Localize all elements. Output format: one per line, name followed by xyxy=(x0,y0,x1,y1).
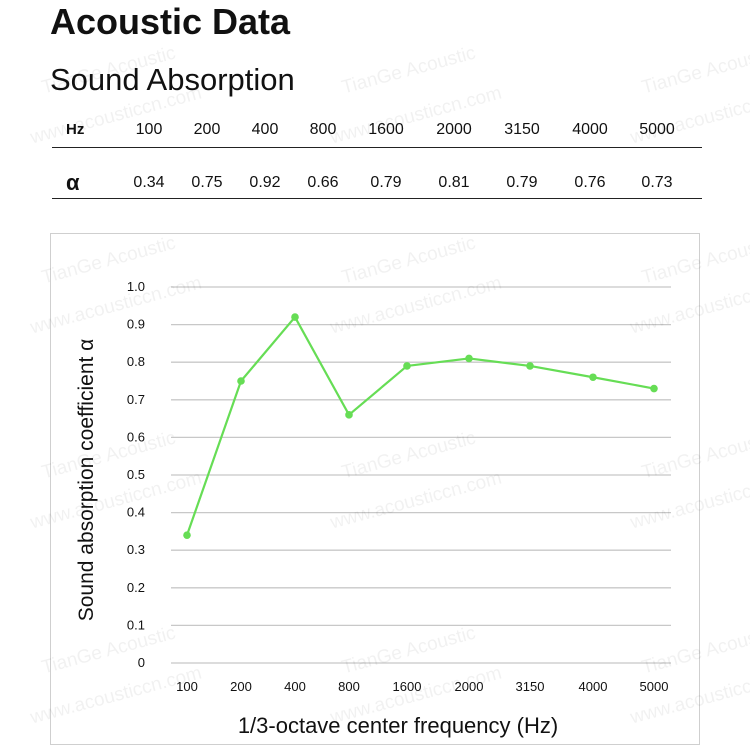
x-tick-label: 400 xyxy=(284,679,306,694)
absorption-table: Hz 100 200 400 800 1600 2000 3150 4000 5000 α 0.… xyxy=(52,110,702,200)
alpha-cell: 0.79 xyxy=(506,174,538,191)
alpha-row-label: α xyxy=(66,170,80,195)
alpha-row: α 0.34 0.75 0.92 0.66 0.79 0.81 0.79 0.76 0.73 xyxy=(52,163,702,203)
page-title: Acoustic Data xyxy=(50,1,291,42)
data-point xyxy=(345,411,353,419)
data-point xyxy=(526,362,534,370)
alpha-cell: 0.66 xyxy=(307,174,339,191)
frequency-row: Hz 100 200 400 800 1600 2000 3150 4000 5000 xyxy=(52,110,702,150)
chart-frame: 0 0.1 0.2 0.3 0.4 0.5 0.6 0.7 0.8 0.9 1.0 100 200 400… xyxy=(50,233,700,745)
alpha-cell: 0.79 xyxy=(370,174,402,191)
watermark-brand: TianGe Acoustic xyxy=(639,42,750,99)
watermark-brand: TianGe Acoustic xyxy=(339,42,478,99)
hz-cell: 3150 xyxy=(504,121,540,138)
alpha-cell: 0.73 xyxy=(641,174,673,191)
x-tick-label: 5000 xyxy=(640,679,669,694)
x-tick-label: 2000 xyxy=(455,679,484,694)
hz-cell: 5000 xyxy=(639,121,675,138)
alpha-cell: 0.81 xyxy=(438,174,470,191)
table-rule-top xyxy=(52,147,702,148)
y-tick-label: 0.5 xyxy=(127,467,145,482)
x-tick-label: 4000 xyxy=(579,679,608,694)
y-tick-label: 0.3 xyxy=(127,542,145,557)
y-tick-label: 0.9 xyxy=(127,317,145,332)
data-point xyxy=(291,313,299,321)
y-axis-title: Sound absorption coefficient α xyxy=(75,339,98,622)
data-point xyxy=(465,354,473,363)
x-tick-label: 100 xyxy=(176,679,198,694)
data-point xyxy=(650,384,658,393)
y-tick-label: 0.4 xyxy=(127,505,145,520)
hz-row-label: Hz xyxy=(66,121,85,138)
data-point xyxy=(403,362,411,370)
hz-cell: 2000 xyxy=(436,121,472,138)
y-tick-label: 0.8 xyxy=(127,354,145,369)
hz-cell: 800 xyxy=(309,121,337,138)
x-tick-label: 3150 xyxy=(516,679,545,694)
x-axis-title: 1/3-octave center frequency (Hz) xyxy=(238,713,558,738)
x-tick-label: 1600 xyxy=(393,679,422,694)
y-tick-label: 0 xyxy=(138,655,145,670)
alpha-cell: 0.34 xyxy=(133,174,165,191)
alpha-cell: 0.92 xyxy=(249,174,281,191)
hz-cell: 100 xyxy=(135,121,163,138)
hz-cell: 1600 xyxy=(368,121,404,138)
hz-cell: 400 xyxy=(251,121,279,138)
data-point xyxy=(589,373,597,382)
y-tick-label: 0.1 xyxy=(127,617,145,632)
y-tick-label: 0.6 xyxy=(127,429,145,444)
alpha-cell: 0.76 xyxy=(574,174,606,191)
x-tick-label: 800 xyxy=(338,679,360,694)
absorption-chart: 0 0.1 0.2 0.3 0.4 0.5 0.6 0.7 0.8 0.9 1.0 100 200 400… xyxy=(75,279,671,738)
x-tick-label: 200 xyxy=(230,679,252,694)
alpha-cell: 0.75 xyxy=(191,174,223,191)
y-tick-label: 1.0 xyxy=(127,279,145,294)
hz-cell: 4000 xyxy=(572,121,608,138)
y-tick-label: 0.7 xyxy=(127,392,145,407)
data-point xyxy=(237,377,245,385)
y-tick-label: 0.2 xyxy=(127,580,145,595)
data-point xyxy=(183,531,191,539)
table-rule-bottom xyxy=(52,198,702,199)
hz-cell: 200 xyxy=(193,121,221,138)
page-subtitle: Sound Absorption xyxy=(50,62,295,97)
